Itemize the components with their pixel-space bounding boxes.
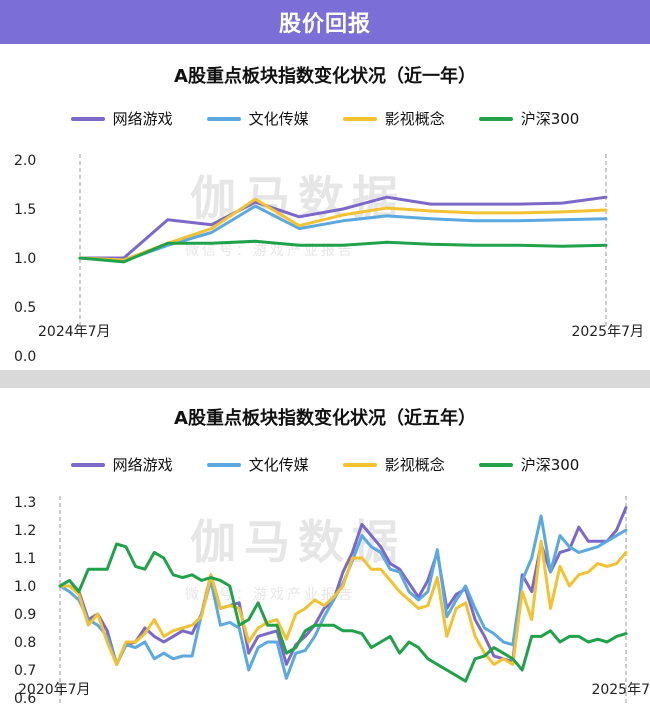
y-tick-label: 2.0 — [14, 153, 36, 169]
y-tick-label: 0.9 — [14, 607, 36, 623]
x-tick-label-start: 2024年7月 — [38, 324, 111, 340]
chart-legend: 网络游戏 文化传媒 影视概念 沪深300 — [0, 108, 650, 129]
legend-swatch — [342, 462, 377, 467]
chart-plot-five-year: 0.6 0.7 0.8 0.9 1.0 1.1 1.2 1.3 2020年7月 2025年7月 — [14, 495, 650, 707]
y-tick-label: 1.2 — [14, 523, 36, 539]
legend-label: 影视概念 — [384, 456, 445, 474]
series-line-0 — [78, 195, 608, 260]
page-header: 股价回报 — [0, 0, 650, 44]
legend-swatch — [70, 462, 105, 467]
series-line-3 — [58, 542, 628, 683]
x-tick-label-end: 2025年7月 — [571, 324, 644, 340]
legend-swatch — [478, 116, 513, 121]
legend-swatch — [70, 116, 105, 121]
y-tick-label: 0.6 — [14, 691, 36, 707]
y-tick-label: 0.5 — [14, 300, 36, 316]
chart-title: A股重点板块指数变化状况（近五年） — [174, 408, 476, 429]
legend-label: 影视概念 — [384, 110, 445, 128]
legend-label: 沪深300 — [520, 456, 580, 474]
y-tick-label: 0.0 — [14, 349, 36, 365]
y-tick-label: 0.7 — [14, 663, 36, 679]
legend-swatch — [478, 462, 513, 467]
legend-label: 网络游戏 — [112, 456, 173, 474]
legend-swatch — [206, 116, 241, 121]
legend-item: 文化传媒 — [206, 108, 309, 129]
chart-panel-one-year: A股重点板块指数变化状况（近一年） 网络游戏 文化传媒 影视概念 沪深300 伽… — [0, 44, 650, 370]
legend-swatch — [342, 116, 377, 121]
series-line-3 — [78, 239, 608, 264]
legend-item: 网络游戏 — [70, 108, 173, 129]
legend-label: 文化传媒 — [248, 110, 309, 128]
x-tick-label-start: 2020年7月 — [18, 682, 91, 698]
page-title: 股价回报 — [278, 12, 371, 37]
legend-item: 网络游戏 — [70, 454, 173, 475]
legend-item: 影视概念 — [342, 454, 445, 475]
y-tick-label: 1.5 — [14, 202, 36, 218]
y-tick-label: 1.1 — [14, 551, 36, 567]
x-tick-label-end: 2025年7月 — [591, 682, 650, 698]
chart-plot-one-year: 0.0 0.5 1.0 1.5 2.0 2024年7月 2025年7月 — [14, 153, 644, 365]
chart-title: A股重点板块指数变化状况（近一年） — [174, 66, 476, 87]
legend-label: 文化传媒 — [248, 456, 309, 474]
legend-item: 文化传媒 — [206, 454, 309, 475]
y-tick-label: 1.0 — [14, 579, 36, 595]
y-tick-label: 1.3 — [14, 495, 36, 511]
panel-divider — [0, 370, 650, 388]
legend-label: 沪深300 — [520, 110, 580, 128]
series-line-2 — [58, 539, 628, 666]
series-line-0 — [58, 506, 628, 666]
legend-swatch — [206, 462, 241, 467]
y-tick-label: 0.8 — [14, 635, 36, 651]
legend-item: 沪深300 — [478, 108, 580, 129]
chart-panel-five-year: A股重点板块指数变化状况（近五年） 网络游戏 文化传媒 影视概念 沪深300 伽… — [0, 388, 650, 718]
legend-label: 网络游戏 — [112, 110, 173, 128]
chart-legend: 网络游戏 文化传媒 影视概念 沪深300 — [0, 454, 650, 475]
legend-item: 影视概念 — [342, 108, 445, 129]
y-tick-label: 1.0 — [14, 251, 36, 267]
series-line-1 — [78, 204, 608, 263]
legend-item: 沪深300 — [478, 454, 580, 475]
